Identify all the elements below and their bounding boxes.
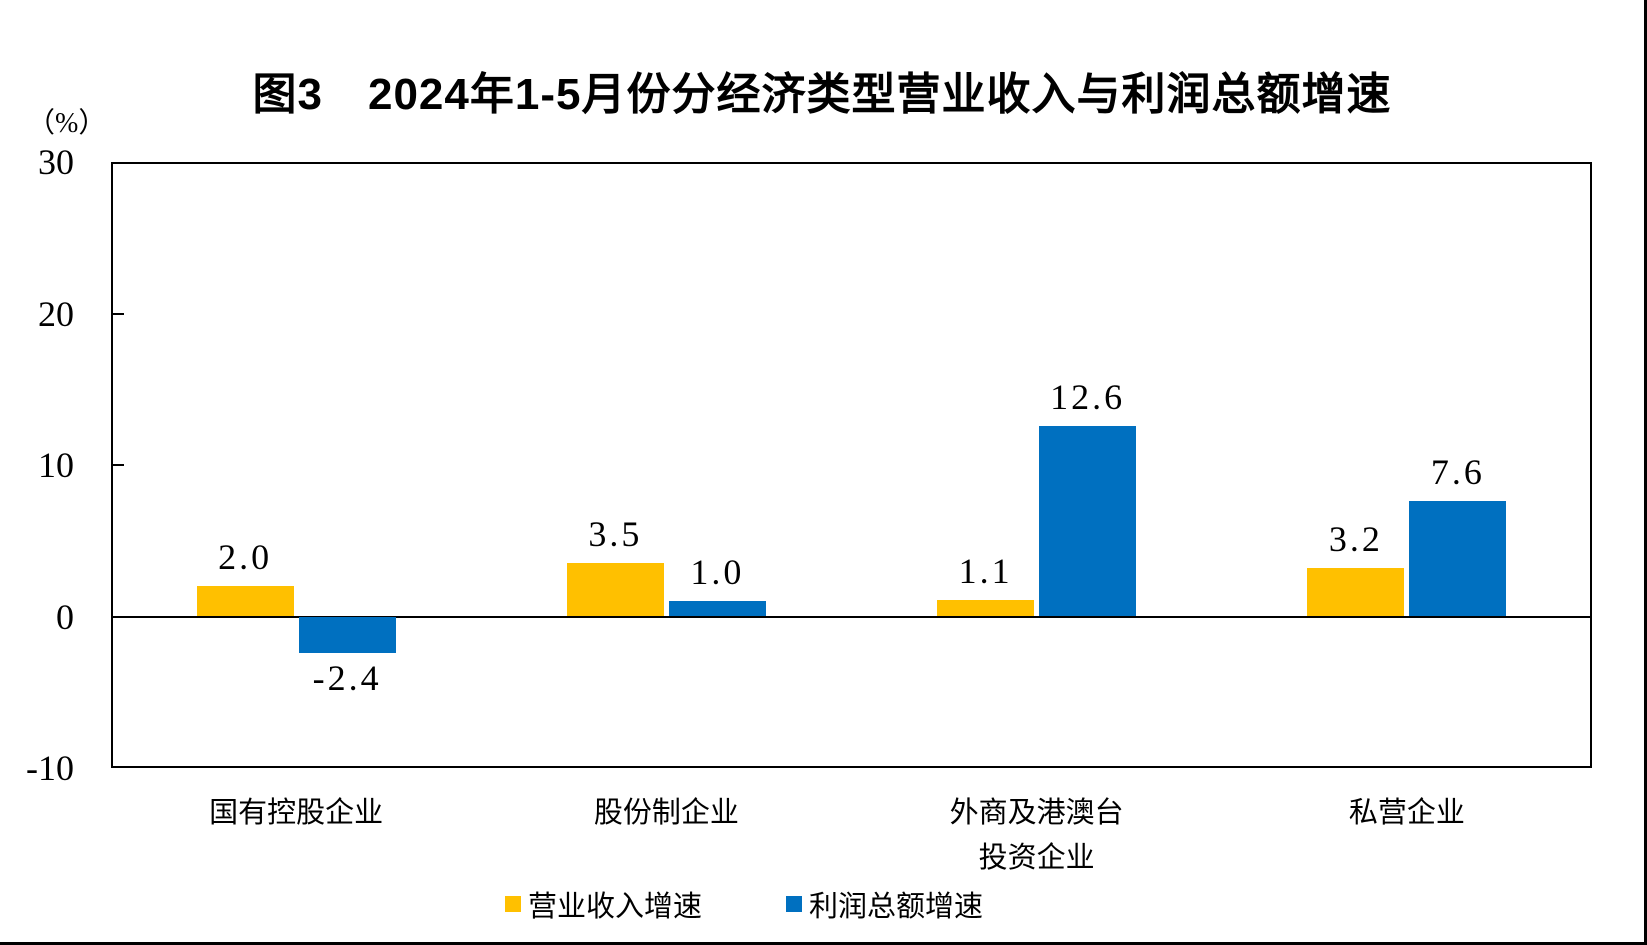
- legend-label-profit: 利润总额增速: [809, 891, 984, 923]
- legend-item-revenue: 营业收入增速: [505, 884, 702, 924]
- y-tick-label: 0: [56, 596, 74, 637]
- y-tick-label: 30: [38, 142, 74, 182]
- category-label: 外商及港澳台 投资企业: [949, 797, 1124, 874]
- legend-swatch-profit-icon: [786, 896, 802, 912]
- y-tick-label: -10: [26, 748, 74, 788]
- chart-title: 图3 2024年1-5月份分经济类型营业收入与利润总额增速: [252, 70, 1392, 119]
- legend-swatch-revenue-icon: [505, 896, 521, 912]
- category-label: 股份制企业: [593, 797, 739, 829]
- legend-item-profit: 利润总额增速: [786, 884, 983, 924]
- legend-label-revenue: 营业收入增速: [528, 891, 703, 923]
- category-label: 国有控股企业: [209, 797, 384, 829]
- plot-area: [111, 162, 1592, 768]
- category-label: 私营企业: [1348, 797, 1465, 829]
- y-axis-unit-label: （%）: [27, 108, 107, 139]
- y-tick-label: 20: [38, 293, 74, 334]
- y-tick-label: 10: [38, 445, 74, 485]
